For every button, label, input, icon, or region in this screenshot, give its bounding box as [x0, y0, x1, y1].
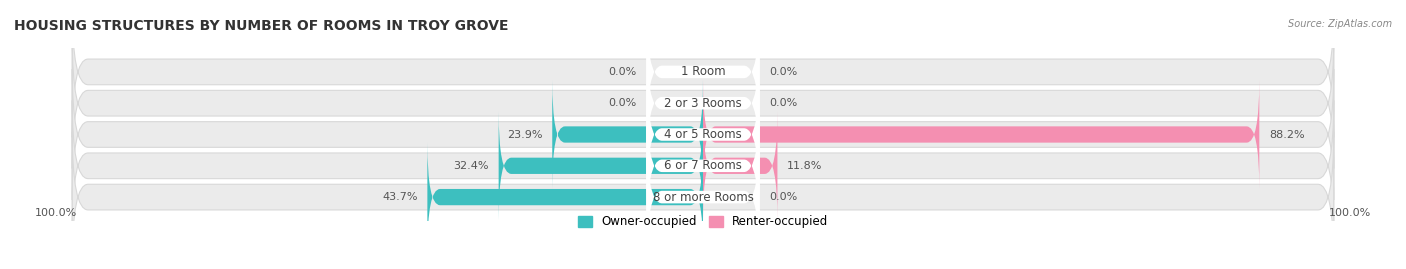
- Text: 88.2%: 88.2%: [1268, 129, 1305, 140]
- FancyBboxPatch shape: [647, 31, 759, 175]
- Text: 100.0%: 100.0%: [1329, 208, 1372, 218]
- Text: 0.0%: 0.0%: [609, 67, 637, 77]
- Text: 1 Room: 1 Room: [681, 65, 725, 78]
- Text: 8 or more Rooms: 8 or more Rooms: [652, 191, 754, 204]
- Text: 0.0%: 0.0%: [769, 98, 797, 108]
- Text: 11.8%: 11.8%: [787, 161, 823, 171]
- Text: 32.4%: 32.4%: [454, 161, 489, 171]
- FancyBboxPatch shape: [647, 0, 759, 144]
- Text: 43.7%: 43.7%: [382, 192, 418, 202]
- FancyBboxPatch shape: [553, 80, 703, 189]
- FancyBboxPatch shape: [499, 111, 703, 220]
- FancyBboxPatch shape: [72, 132, 1334, 263]
- Text: 2 or 3 Rooms: 2 or 3 Rooms: [664, 97, 742, 110]
- Text: 23.9%: 23.9%: [508, 129, 543, 140]
- FancyBboxPatch shape: [72, 38, 1334, 169]
- Text: 0.0%: 0.0%: [769, 67, 797, 77]
- FancyBboxPatch shape: [647, 125, 759, 269]
- Text: 4 or 5 Rooms: 4 or 5 Rooms: [664, 128, 742, 141]
- FancyBboxPatch shape: [703, 111, 778, 220]
- FancyBboxPatch shape: [647, 94, 759, 238]
- FancyBboxPatch shape: [72, 6, 1334, 137]
- FancyBboxPatch shape: [703, 80, 1260, 189]
- FancyBboxPatch shape: [647, 62, 759, 207]
- Legend: Owner-occupied, Renter-occupied: Owner-occupied, Renter-occupied: [578, 215, 828, 228]
- Text: 0.0%: 0.0%: [609, 98, 637, 108]
- Text: 0.0%: 0.0%: [769, 192, 797, 202]
- FancyBboxPatch shape: [72, 69, 1334, 200]
- FancyBboxPatch shape: [72, 100, 1334, 231]
- Text: Source: ZipAtlas.com: Source: ZipAtlas.com: [1288, 19, 1392, 29]
- Text: 6 or 7 Rooms: 6 or 7 Rooms: [664, 159, 742, 172]
- Text: 100.0%: 100.0%: [34, 208, 77, 218]
- FancyBboxPatch shape: [427, 143, 703, 252]
- Text: HOUSING STRUCTURES BY NUMBER OF ROOMS IN TROY GROVE: HOUSING STRUCTURES BY NUMBER OF ROOMS IN…: [14, 19, 509, 33]
